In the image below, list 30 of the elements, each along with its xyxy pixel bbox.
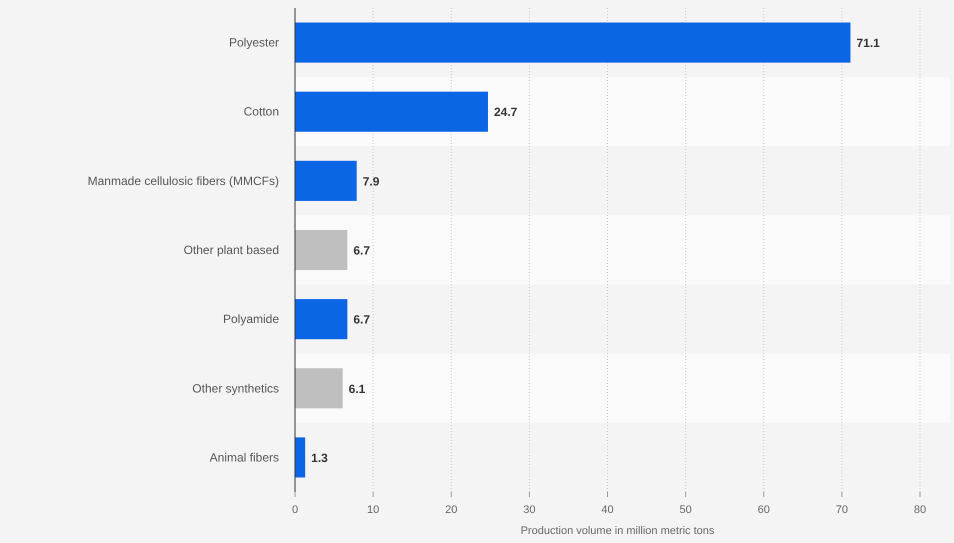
x-tick-label: 80 [914,504,926,516]
y-tick-label: Polyamide [222,312,280,326]
x-tick-label: 70 [836,504,848,516]
data-label: 6.1 [348,382,366,396]
bar [295,230,348,270]
x-tick-label: 10 [367,504,380,516]
data-label: 6.7 [353,312,370,327]
data-label: 7.9 [362,174,380,188]
y-tick-label: Cotton [244,104,279,119]
data-label: 24.7 [494,105,518,120]
bar [295,160,357,201]
x-tick-label: 60 [758,504,770,516]
bar [295,92,488,132]
y-tick-label: Animal fibers [210,450,279,464]
data-label: 1.3 [311,450,328,465]
x-axis-title: Production volume in million metric tons [520,525,715,537]
y-tick-label: Polyester [228,36,279,50]
x-tick-label: 20 [445,504,458,516]
y-tick-label: Other plant based [184,243,279,257]
data-label: 6.7 [353,244,370,258]
y-tick-label: Manmade cellulosic fibers (MMCFs) [88,174,279,188]
y-tick-label: Other synthetics [192,381,279,396]
x-tick-label: 40 [601,504,614,516]
x-tick-label: 0 [292,504,298,516]
x-tick-label: 30 [523,504,536,516]
bar [295,437,306,478]
x-tick-label: 50 [680,504,692,516]
bar [295,299,348,340]
data-label: 71.1 [856,36,880,50]
bar [295,368,343,408]
